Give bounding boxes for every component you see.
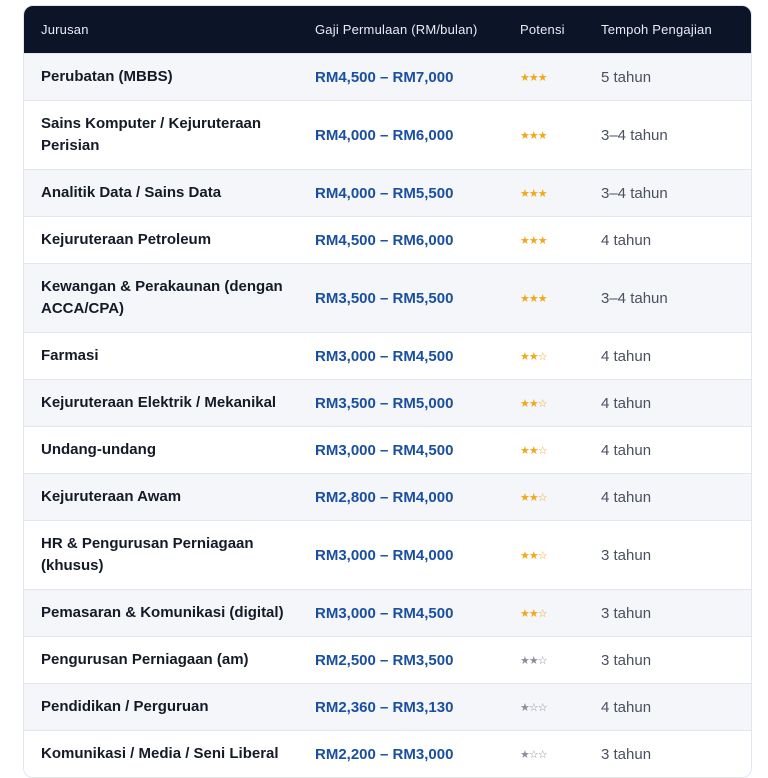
star-rating-icon: ★★☆ xyxy=(520,549,548,562)
cell-gaji: RM3,000 – RM4,000 xyxy=(315,546,454,564)
cell-tempoh: 4 tahun xyxy=(601,347,652,365)
star-rating-icon: ★★☆ xyxy=(520,350,548,363)
table-row: Kejuruteraan Awam RM2,800 – RM4,000 ★★☆ 4 t… xyxy=(24,473,751,520)
cell-tempoh: 3 tahun xyxy=(601,546,652,564)
cell-gaji: RM3,000 – RM4,500 xyxy=(315,604,454,622)
salary-table: Jurusan Gaji Permulaan (RM/bulan) Potens… xyxy=(23,5,752,778)
cell-gaji: RM4,000 – RM6,000 xyxy=(315,126,454,144)
cell-tempoh: 4 tahun xyxy=(601,394,652,412)
star-rating-icon: ★★☆ xyxy=(520,654,548,667)
cell-jurusan: Pemasaran & Komunikasi (digital) xyxy=(41,604,284,621)
table-row: Pengurusan Perniagaan (am) RM2,500 – RM3,… xyxy=(24,636,751,683)
star-rating-icon: ★★☆ xyxy=(520,607,548,620)
cell-jurusan: HR & Pengurusan Perniagaan (khusus) xyxy=(41,535,254,574)
table-row: Kewangan & Perakaunan (dengan ACCA/CPA) R… xyxy=(24,263,751,332)
header-jurusan: Jurusan xyxy=(41,22,89,37)
star-rating-icon: ★★★ xyxy=(520,71,548,84)
cell-gaji: RM2,500 – RM3,500 xyxy=(315,651,454,669)
cell-jurusan: Kewangan & Perakaunan (dengan ACCA/CPA) xyxy=(41,278,283,317)
cell-gaji: RM3,000 – RM4,500 xyxy=(315,347,454,365)
table-row: Analitik Data / Sains Data RM4,000 – RM5,… xyxy=(24,169,751,216)
star-rating-icon: ★★☆ xyxy=(520,444,548,457)
star-rating-icon: ★★★ xyxy=(520,187,548,200)
cell-gaji: RM3,500 – RM5,000 xyxy=(315,394,454,412)
table-row: Pendidikan / Perguruan RM2,360 – RM3,130 ★… xyxy=(24,683,751,730)
cell-gaji: RM3,000 – RM4,500 xyxy=(315,441,454,459)
cell-gaji: RM3,500 – RM5,500 xyxy=(315,289,454,307)
cell-gaji: RM4,500 – RM7,000 xyxy=(315,68,454,86)
cell-gaji: RM2,200 – RM3,000 xyxy=(315,745,454,763)
cell-tempoh: 4 tahun xyxy=(601,441,652,459)
star-rating-icon: ★★☆ xyxy=(520,397,548,410)
cell-gaji: RM2,800 – RM4,000 xyxy=(315,488,454,506)
cell-jurusan: Sains Komputer / Kejuruteraan Perisian xyxy=(41,115,262,154)
cell-gaji: RM2,360 – RM3,130 xyxy=(315,698,454,716)
cell-tempoh: 3–4 tahun xyxy=(601,289,668,307)
star-rating-icon: ★☆☆ xyxy=(520,701,548,714)
cell-tempoh: 5 tahun xyxy=(601,68,652,86)
table-row: HR & Pengurusan Perniagaan (khusus) RM3,0… xyxy=(24,520,751,589)
table-row: Kejuruteraan Elektrik / Mekanikal RM3,500… xyxy=(24,379,751,426)
cell-gaji: RM4,000 – RM5,500 xyxy=(315,184,454,202)
cell-tempoh: 3–4 tahun xyxy=(601,184,668,202)
star-rating-icon: ★★★ xyxy=(520,234,548,247)
cell-jurusan: Pendidikan / Perguruan xyxy=(41,698,209,715)
cell-tempoh: 4 tahun xyxy=(601,488,652,506)
cell-jurusan: Analitik Data / Sains Data xyxy=(41,184,222,201)
cell-jurusan: Kejuruteraan Elektrik / Mekanikal xyxy=(41,394,277,411)
star-rating-icon: ★★★ xyxy=(520,129,548,142)
cell-jurusan: Perubatan (MBBS) xyxy=(41,68,173,85)
table-row: Sains Komputer / Kejuruteraan Perisian RM… xyxy=(24,100,751,169)
cell-tempoh: 3 tahun xyxy=(601,604,652,622)
cell-jurusan: Pengurusan Perniagaan (am) xyxy=(41,651,249,668)
star-rating-icon: ★★☆ xyxy=(520,491,548,504)
cell-tempoh: 4 tahun xyxy=(601,231,652,249)
star-rating-icon: ★☆☆ xyxy=(520,748,548,761)
table-row: Undang-undang RM3,000 – RM4,500 ★★☆ 4 tahun xyxy=(24,426,751,473)
cell-tempoh: 3–4 tahun xyxy=(601,126,668,144)
table-row: Pemasaran & Komunikasi (digital) RM3,000 … xyxy=(24,589,751,636)
cell-gaji: RM4,500 – RM6,000 xyxy=(315,231,454,249)
table-row: Komunikasi / Media / Seni Liberal RM2,200… xyxy=(24,730,751,777)
table-row: Perubatan (MBBS) RM4,500 – RM7,000 ★★★ 5 ta… xyxy=(24,53,751,100)
cell-jurusan: Komunikasi / Media / Seni Liberal xyxy=(41,745,279,762)
cell-jurusan: Farmasi xyxy=(41,347,99,364)
cell-jurusan: Kejuruteraan Petroleum xyxy=(41,231,212,248)
header-potensi: Potensi xyxy=(520,22,565,37)
table-header: Jurusan Gaji Permulaan (RM/bulan) Potens… xyxy=(24,6,751,53)
table-row: Farmasi RM3,000 – RM4,500 ★★☆ 4 tahun xyxy=(24,332,751,379)
header-gaji: Gaji Permulaan (RM/bulan) xyxy=(315,22,478,37)
cell-tempoh: 3 tahun xyxy=(601,651,652,669)
star-rating-icon: ★★★ xyxy=(520,292,548,305)
cell-tempoh: 3 tahun xyxy=(601,745,652,763)
header-tempoh: Tempoh Pengajian xyxy=(601,22,712,37)
cell-jurusan: Undang-undang xyxy=(41,441,156,458)
table-row: Kejuruteraan Petroleum RM4,500 – RM6,000 ★… xyxy=(24,216,751,263)
cell-tempoh: 4 tahun xyxy=(601,698,652,716)
cell-jurusan: Kejuruteraan Awam xyxy=(41,488,182,505)
